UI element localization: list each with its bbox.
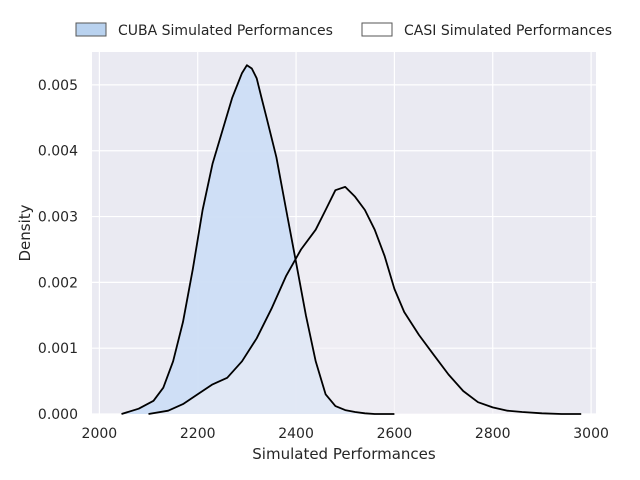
y-tick-label: 0.000 [38,407,78,423]
y-tick-label: 0.002 [38,275,78,291]
series-layer [121,64,582,415]
density-line-casi [148,185,582,415]
y-tick-label: 0.004 [38,144,78,160]
y-tick-label: 0.005 [38,78,78,94]
x-tick-label: 2000 [82,426,118,442]
legend-swatch-casi [361,22,393,37]
y-tick-label: 0.003 [38,210,78,226]
density-line-cuba [121,64,395,415]
y-tick-label: 0.001 [38,341,78,357]
legend-label-cuba: CUBA Simulated Performances [118,23,333,39]
legend-label-casi: CASI Simulated Performances [404,23,612,39]
y-axis-title: Density [16,204,34,261]
density-area-casi [148,186,582,414]
x-axis-title: Simulated Performances [252,445,436,463]
legend: CUBA Simulated Performances CASI Simulat… [75,22,612,39]
legend-swatch-cuba [75,22,107,37]
x-tick-label: 2200 [180,426,216,442]
density-area-cuba [121,65,395,414]
x-tick-label: 2800 [475,426,511,442]
x-tick-label: 2600 [377,426,413,442]
x-tick-label: 2400 [278,426,314,442]
x-tick-label: 3000 [573,426,609,442]
tick-labels: 2000 2200 2400 2600 2800 3000 0.000 0.001 0.002 0… [38,78,609,442]
